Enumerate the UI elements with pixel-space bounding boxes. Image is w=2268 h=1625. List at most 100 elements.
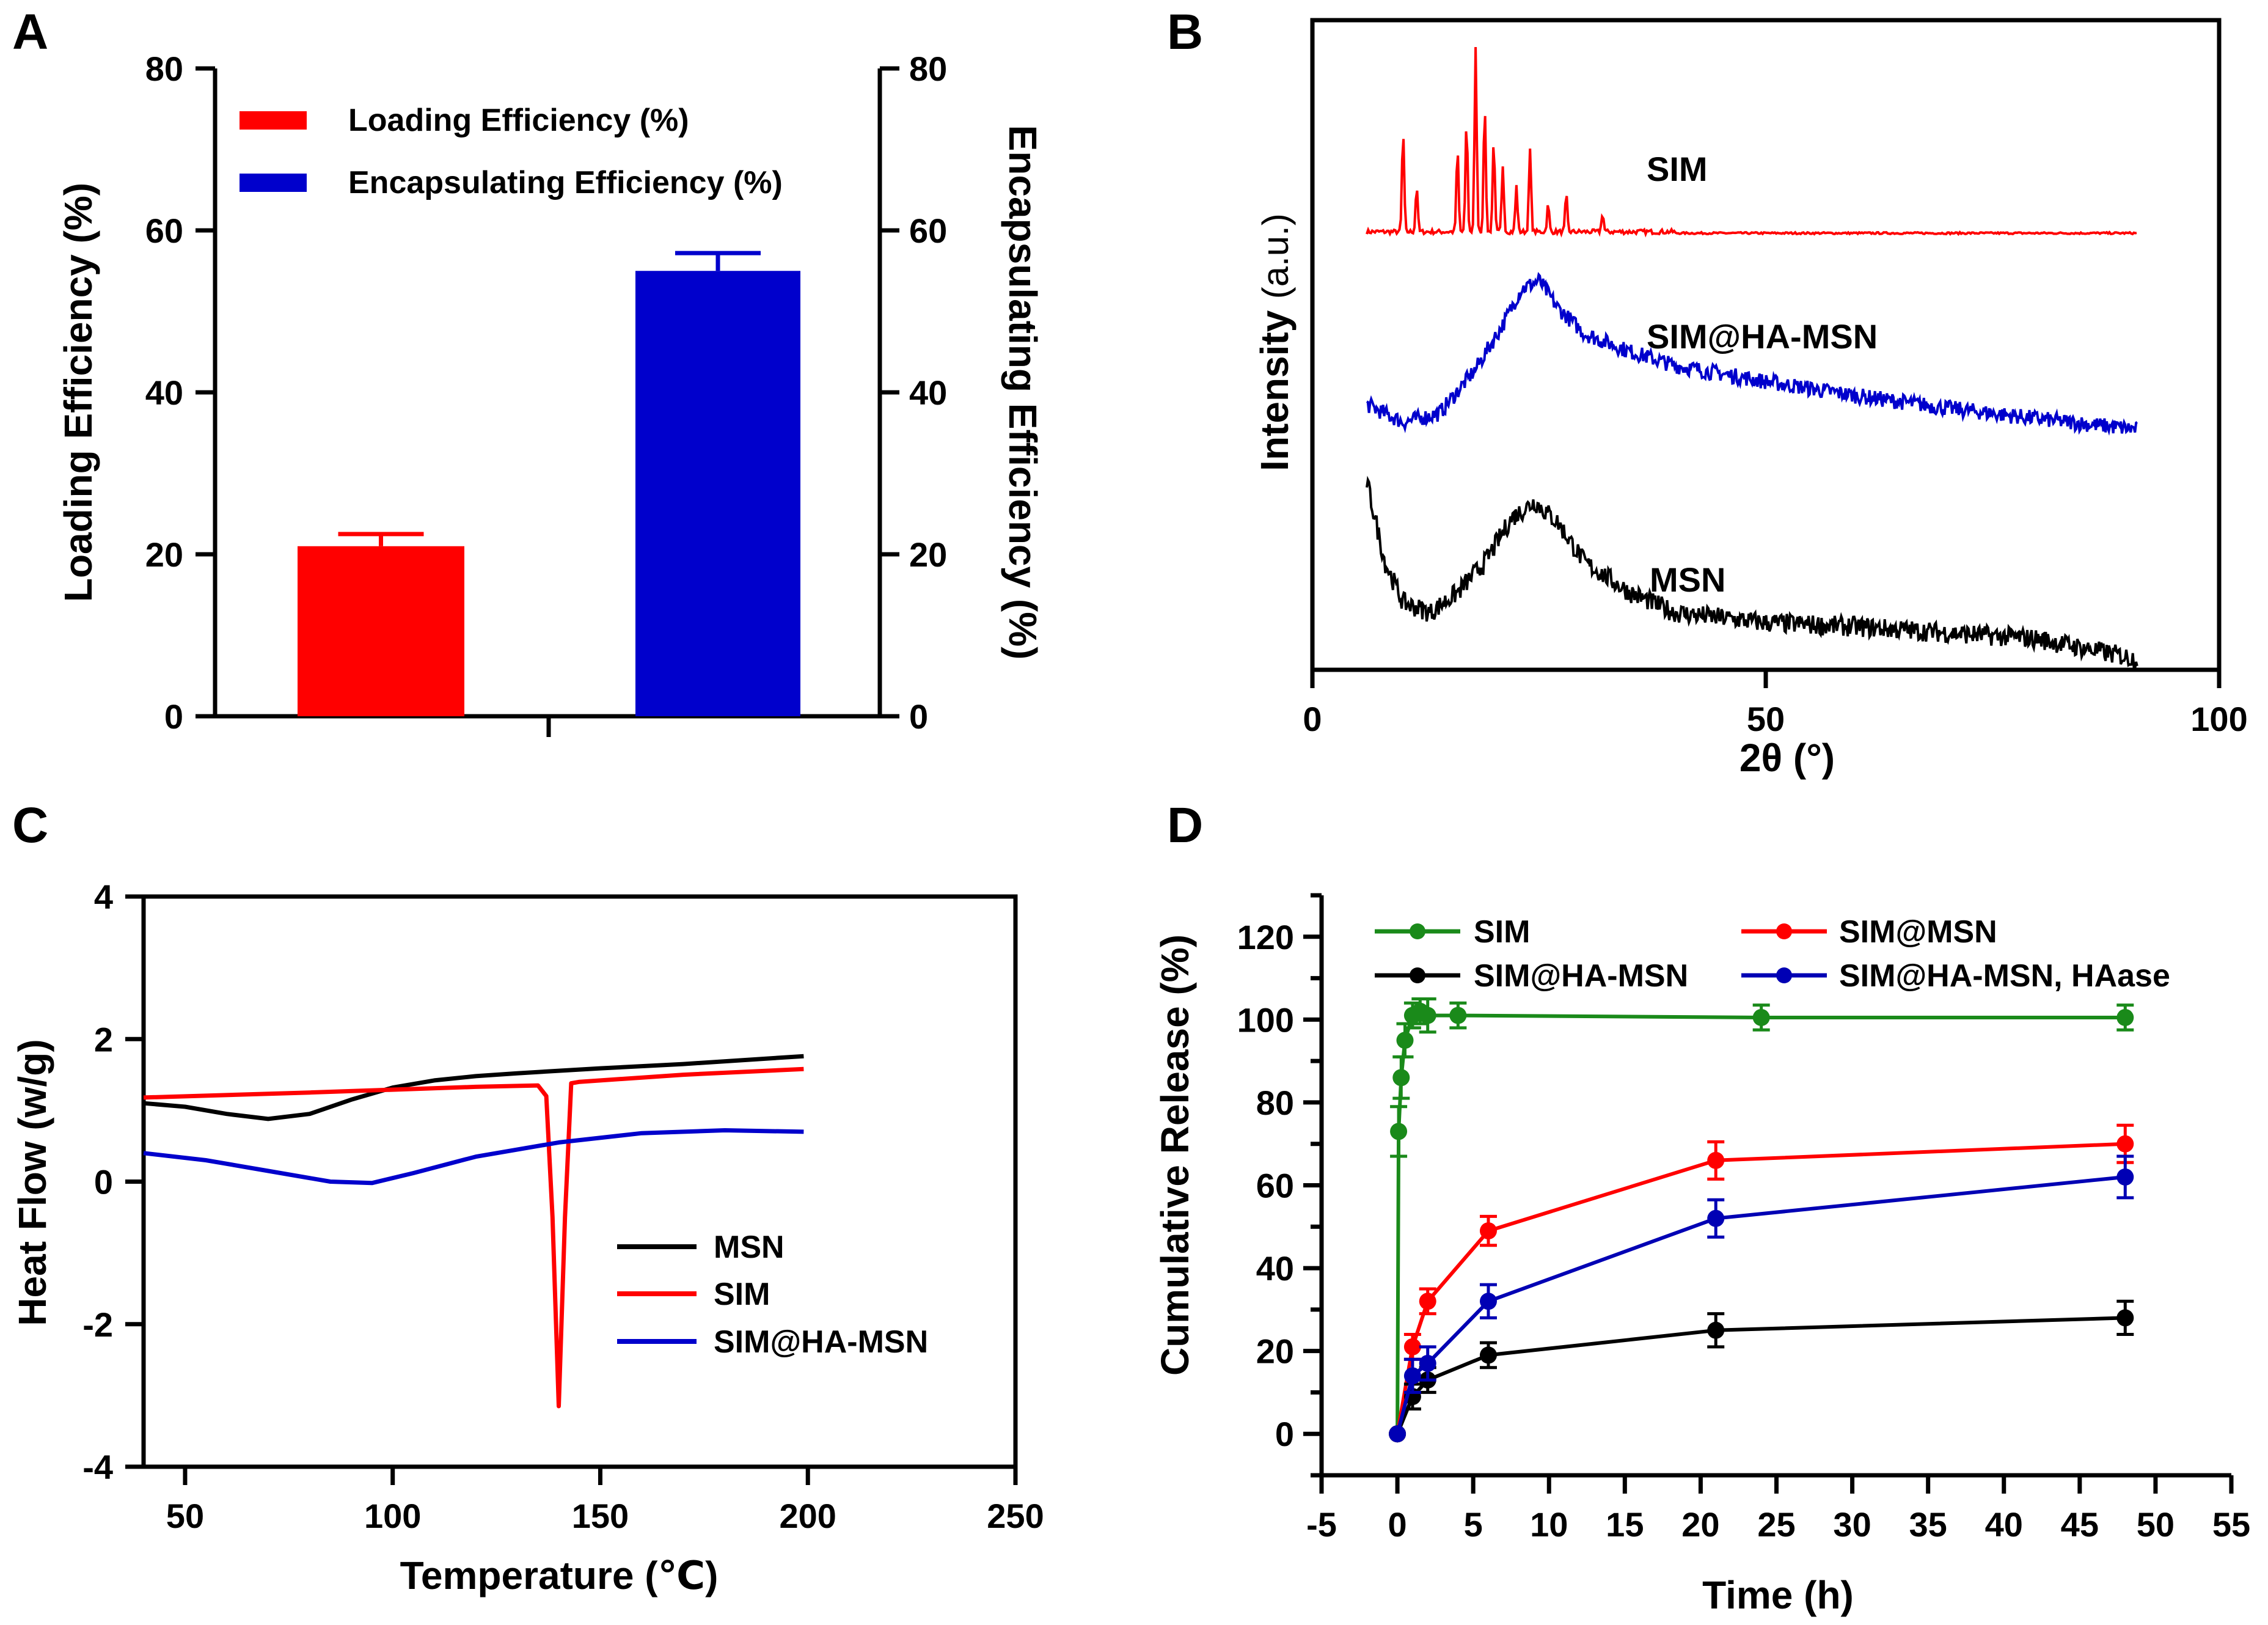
panel-b-label-msn: MSN: [1650, 560, 1725, 599]
d-x-tick-label-30: 30: [1833, 1505, 1871, 1544]
d-line-sim-msn: [1396, 1142, 2126, 1434]
panel-a-left-ticks: 0 20 40 60 80: [145, 50, 215, 736]
d-y-tick-label-120: 120: [1237, 918, 1294, 956]
legend-swatch-encapsulating: [240, 174, 307, 192]
c-x-tick-label-50: 50: [166, 1497, 204, 1535]
panel-a-y-label: Loading Efficiency (%): [56, 183, 100, 602]
panel-d-curves: [1389, 997, 2134, 1443]
d-point-sim-msn-2: [1419, 1293, 1436, 1310]
panel-a-letter: A: [12, 4, 48, 60]
d-x-tick-label-20: 20: [1681, 1505, 1719, 1544]
legend-label-sim: SIM: [714, 1277, 770, 1312]
panel-c-curves: [143, 1054, 804, 1409]
panel-c-frame: [141, 894, 1018, 1469]
panel-b-label-sim-ha-msn: SIM@HA-MSN: [1647, 317, 1878, 356]
d-point-sim-2: [1392, 1069, 1410, 1087]
panel-a-bar-chart: A 0 20 40 60 80 0 20 40 60 80 Loading Efficiency…: [12, 4, 1045, 737]
d-point-sim-8: [1752, 1008, 1770, 1026]
panel-d-x-label: Time (h): [1702, 1573, 1854, 1617]
panel-c-letter: C: [12, 798, 48, 853]
legend-label-d-haase: SIM@HA-MSN, HAase: [1839, 958, 2170, 994]
a-right-tick-label-0: 0: [909, 697, 928, 736]
d-y-tick-label-80: 80: [1256, 1084, 1294, 1122]
d-point-sim-3: [1396, 1032, 1414, 1049]
a-bar-0: [298, 546, 464, 716]
a-left-tick-label-80: 80: [145, 50, 183, 88]
b-x-tick-label-50: 50: [1747, 700, 1785, 738]
d-point-sim-7: [1449, 1007, 1467, 1024]
c-y-tick-label-0: 0: [94, 1163, 113, 1201]
d-x-tick-label-10: 10: [1530, 1505, 1568, 1544]
d-y-tick-label-0: 0: [1275, 1415, 1294, 1453]
legend-marker-d-sim-ha-msn: [1410, 967, 1425, 983]
panel-b-y-label-main: Intensity: [1253, 310, 1297, 471]
panel-d-release-chart: D -5 0 5 10 15 20 25 30 35 40 45 50 55 0 20 40 60 80 100 12…: [1153, 798, 2250, 1617]
d-point-sim-6: [1419, 1007, 1436, 1024]
legend-swatch-loading: [240, 111, 307, 130]
legend-label-loading: Loading Efficiency (%): [348, 103, 689, 138]
panel-a-y2-label: Encapsulating Efficiency (%): [1001, 125, 1045, 660]
panel-a-legend: Loading Efficiency (%) Encapsulating Eff…: [240, 103, 783, 200]
b-curve-msn: [1366, 475, 2138, 671]
panel-b-y-label: Intensity (a.u.): [1253, 213, 1297, 471]
d-y-tick-label-20: 20: [1256, 1332, 1294, 1371]
d-y-tick-label-40: 40: [1256, 1249, 1294, 1288]
a-right-tick-label-60: 60: [909, 211, 947, 250]
d-point-sim-msn-4: [1707, 1151, 1725, 1169]
panel-b-xrd-chart: B 0 50 100 SIM SIM@HA-MSN MSN Intensity (a…: [1167, 4, 2248, 780]
c-y-tick-label-2: 2: [94, 1020, 113, 1058]
c-y-tick-label--2: -2: [82, 1305, 113, 1344]
panel-d-ticks: -5 0 5 10 15 20 25 30 35 40 45 50 55 0 20 40 60 80 100 120: [1237, 893, 2250, 1544]
legend-label-msn: MSN: [714, 1230, 785, 1265]
c-x-tick-label-200: 200: [780, 1497, 836, 1535]
d-x-tick-label-0: 0: [1388, 1505, 1407, 1544]
panel-d-y-label: Cumulative Release (%): [1153, 934, 1197, 1376]
panel-c-dsc-chart: C 50 100 150 200 250 -4 -2 0 2 4 MSN SIM SIM@HA-M…: [10, 798, 1044, 1597]
c-x-tick-label-150: 150: [572, 1497, 629, 1535]
d-line-sim-ha-msn: [1396, 1316, 2126, 1435]
d-point-sim-ha-msn-haase-3: [1479, 1293, 1497, 1310]
d-point-sim-ha-msn-3: [1479, 1346, 1497, 1364]
panel-a-bars: [298, 251, 800, 716]
c-y-tick-label--4: -4: [82, 1448, 113, 1486]
panel-d-letter: D: [1167, 798, 1203, 853]
d-line-sim: [1396, 1009, 2126, 1434]
d-x-tick-label-55: 55: [2212, 1505, 2250, 1544]
d-x-tick-label-35: 35: [1909, 1505, 1947, 1544]
d-point-sim-ha-msn-haase-2: [1419, 1354, 1436, 1372]
legend-marker-d-sim-msn: [1776, 923, 1792, 939]
d-line-sim-ha-msn-haase: [1396, 1175, 2126, 1434]
a-right-tick-label-80: 80: [909, 50, 947, 88]
panel-c-legend: MSN SIM SIM@HA-MSN: [617, 1230, 928, 1360]
panel-d-legend: SIM SIM@MSN SIM@HA-MSN SIM@HA-MSN, HAase: [1375, 914, 2170, 994]
a-right-tick-label-20: 20: [909, 535, 947, 574]
d-point-sim-ha-msn-4: [1707, 1321, 1725, 1339]
d-point-sim-ha-msn-haase-0: [1389, 1425, 1407, 1443]
b-x-tick-label-0: 0: [1303, 700, 1322, 738]
d-x-tick-label-50: 50: [2137, 1505, 2175, 1544]
d-x-tick-label-45: 45: [2061, 1505, 2099, 1544]
panel-b-x-label: 2θ (°): [1739, 736, 1835, 780]
c-y-tick-label-4: 4: [94, 878, 113, 916]
d-point-sim-ha-msn-haase-5: [2116, 1168, 2134, 1186]
panel-b-y-label-unit: (a.u.): [1255, 213, 1296, 299]
panel-a-right-ticks: 0 20 40 60 80: [880, 50, 947, 736]
d-x-tick-label-15: 15: [1606, 1505, 1644, 1544]
panel-b-x-ticks: 0 50 100: [1303, 670, 2248, 738]
d-point-sim-msn-5: [2116, 1135, 2134, 1153]
b-x-tick-label-100: 100: [2190, 700, 2247, 738]
c-x-tick-label-100: 100: [364, 1497, 421, 1535]
a-left-tick-label-40: 40: [145, 373, 183, 412]
d-point-sim-ha-msn-haase-1: [1403, 1367, 1421, 1385]
panel-b-curves: [1366, 46, 2138, 671]
d-x-tick-label--5: -5: [1306, 1505, 1337, 1544]
d-x-tick-label-5: 5: [1464, 1505, 1483, 1544]
d-x-tick-label-40: 40: [1985, 1505, 2023, 1544]
c-curve-sim: [143, 1066, 804, 1409]
d-point-sim-ha-msn-5: [2116, 1309, 2134, 1327]
panel-c-y-label: Heat Flow (w/g): [10, 1039, 54, 1326]
a-right-tick-label-40: 40: [909, 373, 947, 412]
legend-label-d-sim-ha-msn: SIM@HA-MSN: [1474, 958, 1688, 994]
